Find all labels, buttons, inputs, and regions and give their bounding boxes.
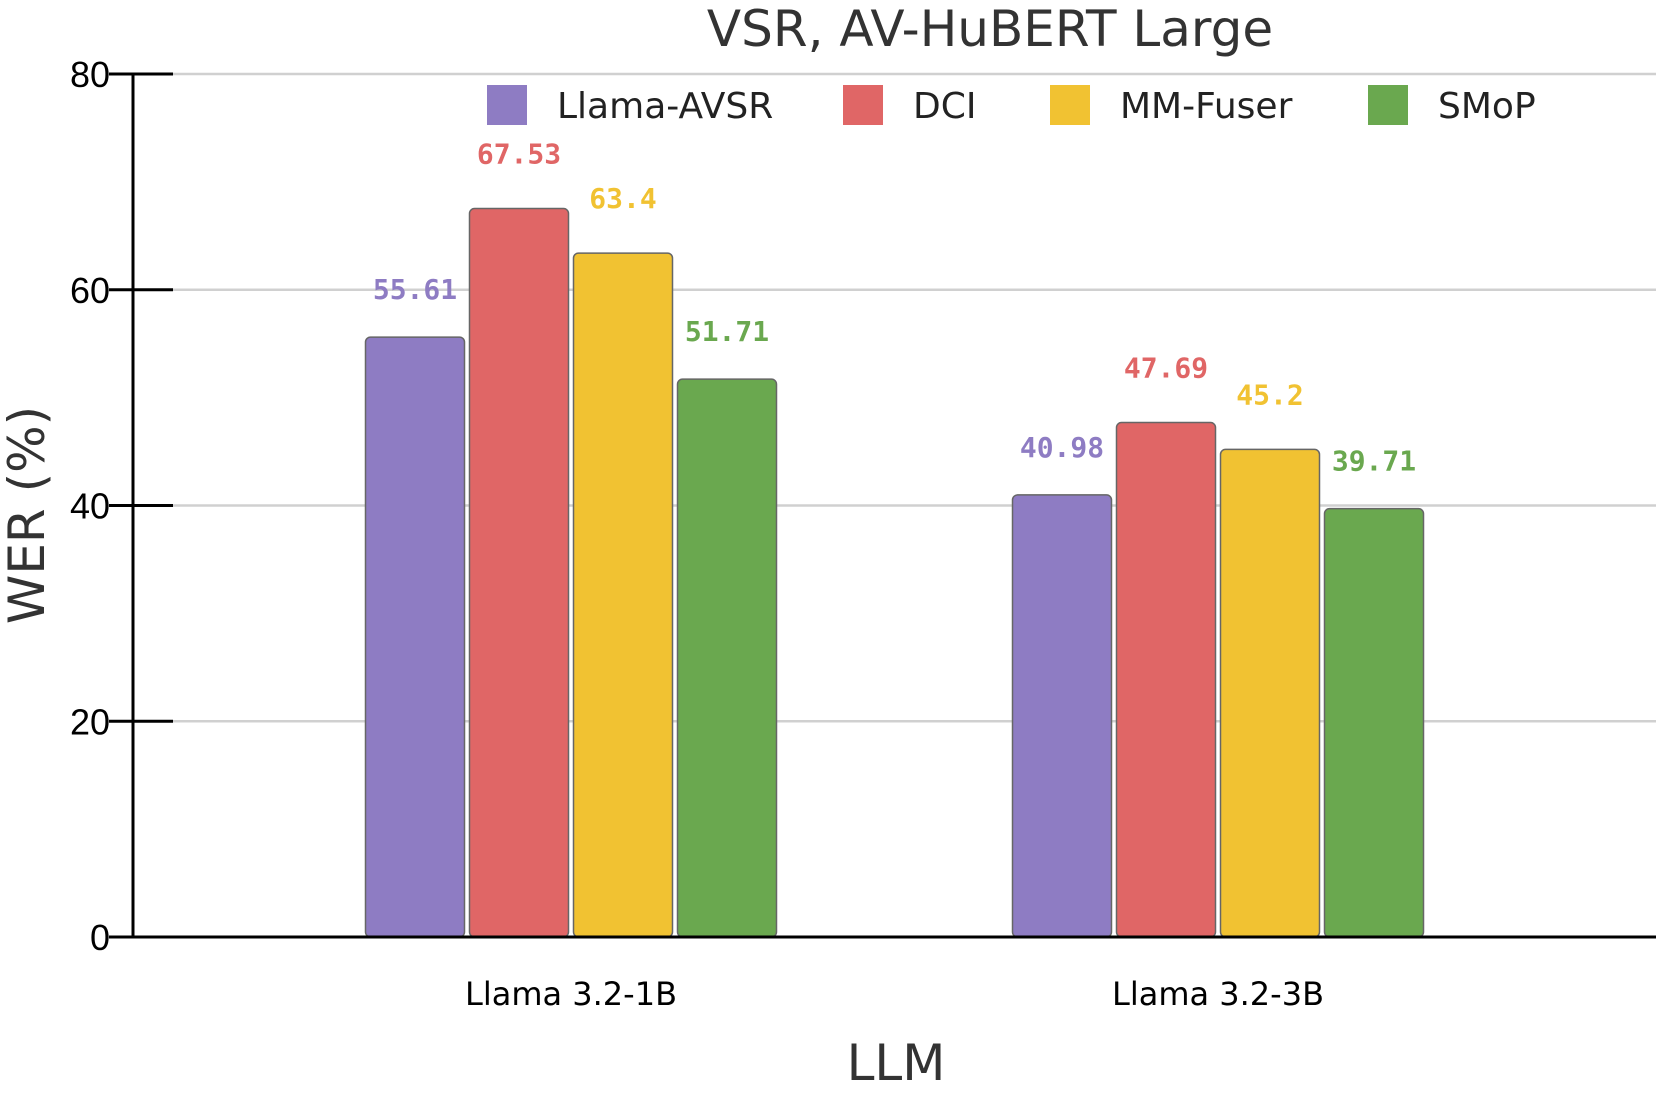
bar-mm-fuser-2 [1219, 448, 1321, 938]
data-label: 51.71 [685, 315, 769, 348]
x-tick-label: Llama 3.2-1B [465, 975, 677, 1013]
bar-dci-1 [468, 207, 570, 938]
data-label: 45.2 [1236, 378, 1303, 411]
chart-title: VSR, AV-HuBERT Large [707, 0, 1273, 58]
bar-llama-avsr-2 [1011, 494, 1113, 938]
legend-swatch [843, 85, 883, 125]
bars [364, 207, 1425, 938]
y-tick-label: 0 [90, 917, 110, 958]
x-ticks: Llama 3.2-1B Llama 3.2-3B [465, 975, 1324, 1013]
bar-smop-1 [676, 378, 778, 938]
data-labels: 55.61 67.53 63.4 51.71 40.98 47.69 45.2 39.71 [373, 138, 1416, 478]
data-label: 40.98 [1020, 431, 1104, 464]
y-tick-label: 40 [70, 486, 110, 527]
data-label: 47.69 [1124, 352, 1208, 385]
data-label: 63.4 [589, 182, 656, 215]
legend-swatch [1368, 85, 1408, 125]
legend-label: SMoP [1438, 86, 1536, 127]
legend-label: DCI [913, 86, 976, 127]
legend: Llama-AVSR DCI MM-Fuser SMoP [487, 85, 1536, 127]
bar-mm-fuser-1 [572, 252, 674, 938]
legend-swatch [1050, 85, 1090, 125]
bar-llama-avsr-1 [364, 336, 466, 938]
legend-label: MM-Fuser [1120, 86, 1293, 127]
y-tick-label: 60 [70, 270, 110, 311]
y-tick-label: 80 [70, 54, 110, 95]
data-label: 67.53 [477, 138, 561, 171]
x-axis-title: LLM [847, 1034, 946, 1092]
gridlines [133, 72, 1656, 723]
y-ticks: 0 20 40 60 80 [70, 54, 173, 958]
x-tick-label: Llama 3.2-3B [1112, 975, 1324, 1013]
data-label: 55.61 [373, 273, 457, 306]
legend-swatch [487, 85, 527, 125]
data-label: 39.71 [1332, 445, 1416, 478]
legend-label: Llama-AVSR [557, 86, 773, 127]
y-tick-label: 20 [70, 701, 110, 742]
y-axis-title: WER (%) [0, 406, 56, 624]
bar-dci-2 [1115, 421, 1217, 938]
bar-smop-2 [1323, 507, 1425, 938]
